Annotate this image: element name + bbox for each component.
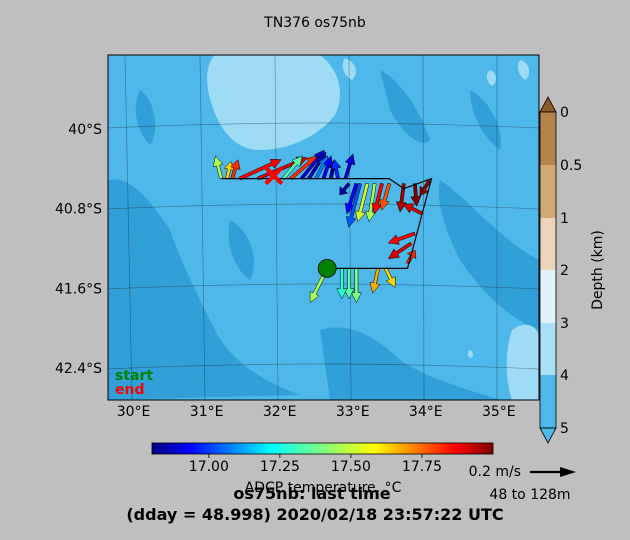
track-markers bbox=[264, 166, 337, 278]
x-tick-label: 30°E bbox=[117, 404, 151, 420]
velocity-vector bbox=[238, 158, 282, 181]
velocity-vector bbox=[314, 155, 328, 180]
y-tick-label: 42.4°S bbox=[55, 361, 102, 377]
depth-band bbox=[540, 323, 556, 375]
depth-tick-label: 1 bbox=[560, 211, 569, 227]
depth-tick-label: 4 bbox=[560, 368, 569, 384]
deep-region bbox=[438, 180, 539, 330]
deep-region bbox=[470, 90, 501, 150]
temperature-tick-label: 17.25 bbox=[260, 459, 300, 475]
deep-region bbox=[108, 179, 300, 400]
ship-track bbox=[221, 177, 433, 269]
footer-line-2: (dday = 48.998) 2020/02/18 23:57:22 UTC bbox=[126, 505, 503, 524]
velocity-vector bbox=[330, 159, 342, 180]
y-tick-label: 40.8°S bbox=[55, 202, 102, 218]
depth-band bbox=[540, 112, 556, 165]
depth-tick-label: 5 bbox=[560, 421, 569, 437]
depth-band bbox=[540, 375, 556, 428]
temperature-tick-label: 17.75 bbox=[402, 459, 442, 475]
shallow-region bbox=[342, 58, 356, 80]
depth-band bbox=[540, 270, 556, 323]
shallow-region bbox=[486, 70, 496, 86]
velocity-vector bbox=[365, 183, 377, 223]
chart-title: TN376 os75nb bbox=[263, 15, 366, 31]
depth-bar-bottom-arrow bbox=[539, 427, 557, 444]
depth-tick-label: 0 bbox=[560, 105, 569, 121]
deep-region bbox=[135, 90, 156, 145]
velocity-vector bbox=[281, 155, 303, 181]
shallow-region bbox=[207, 55, 340, 150]
velocity-vector bbox=[387, 241, 413, 260]
start-marker bbox=[317, 258, 337, 278]
depth-tick-label: 3 bbox=[560, 316, 569, 332]
map-frame bbox=[107, 54, 540, 401]
shallow-region bbox=[467, 350, 473, 358]
velocity-vector bbox=[383, 267, 396, 288]
depth-band bbox=[540, 218, 556, 270]
temperature-bar-ticks: 17.00 17.25 17.50 17.75 bbox=[189, 454, 442, 475]
velocity-vector bbox=[350, 268, 362, 304]
temperature-tick-label: 17.50 bbox=[331, 459, 371, 475]
velocity-vector bbox=[343, 153, 356, 180]
velocity-vector bbox=[410, 183, 422, 207]
shallow-region bbox=[517, 60, 530, 80]
y-tick-label: 40°S bbox=[68, 122, 102, 138]
depth-bar-top-arrow bbox=[539, 96, 557, 113]
depth-tick-label: 0.5 bbox=[560, 158, 582, 174]
bathymetry-map bbox=[108, 55, 539, 400]
temperature-bar bbox=[151, 442, 494, 455]
velocity-vector bbox=[379, 182, 392, 211]
scale-arrow-group: 0.2 m/s 48 to 128m bbox=[469, 464, 576, 503]
legend-start: start bbox=[115, 368, 153, 384]
x-tick-label: 33°E bbox=[336, 404, 370, 420]
velocity-vector bbox=[336, 268, 348, 300]
velocity-vector bbox=[387, 231, 416, 245]
temperature-bar-label: ADCP temperature, °C bbox=[245, 480, 402, 496]
scale-range: 48 to 128m bbox=[489, 487, 570, 503]
x-tick-label: 35°E bbox=[482, 404, 516, 420]
graticule bbox=[108, 55, 539, 400]
velocity-vector bbox=[344, 182, 359, 215]
legend-end: end bbox=[115, 382, 144, 398]
deep-region bbox=[320, 327, 500, 400]
x-axis-ticks: 30°E 31°E 32°E 33°E 34°E 35°E bbox=[117, 404, 516, 420]
velocity-vector bbox=[345, 182, 362, 228]
depth-tick-label: 2 bbox=[560, 263, 569, 279]
velocity-vector bbox=[230, 159, 241, 180]
y-tick-label: 41.6°S bbox=[55, 281, 102, 297]
y-axis-ticks: 40°S 40.8°S 41.6°S 42.4°S bbox=[55, 122, 102, 377]
depth-band bbox=[540, 165, 556, 218]
velocity-vector bbox=[369, 267, 381, 294]
scale-label: 0.2 m/s bbox=[469, 464, 521, 480]
scale-arrow-head bbox=[560, 467, 576, 477]
velocity-vectors bbox=[212, 149, 432, 304]
x-tick-label: 31°E bbox=[190, 404, 224, 420]
deep-region bbox=[380, 70, 430, 143]
deep-region bbox=[228, 220, 254, 280]
velocity-vector bbox=[212, 155, 224, 180]
depth-colorbar: 0 0.5 1 2 3 4 5 Depth (km) bbox=[539, 96, 606, 444]
x-tick-label: 34°E bbox=[409, 404, 443, 420]
depth-bar-frame bbox=[539, 111, 557, 429]
end-marker bbox=[264, 166, 284, 186]
depth-bar-label: Depth (km) bbox=[590, 230, 606, 310]
temperature-colorbar: 17.00 17.25 17.50 17.75 ADCP temperature, °… bbox=[151, 442, 494, 496]
velocity-vector bbox=[355, 182, 370, 223]
velocity-vector bbox=[402, 203, 424, 216]
footer-line-1: os75nb: last time bbox=[233, 484, 390, 503]
temperature-tick-label: 17.00 bbox=[189, 459, 229, 475]
depth-bar-ticks: 0 0.5 1 2 3 4 5 bbox=[560, 105, 582, 437]
x-tick-label: 32°E bbox=[263, 404, 297, 420]
shallow-region bbox=[506, 324, 539, 400]
velocity-vector bbox=[339, 182, 351, 196]
velocity-vector bbox=[371, 182, 384, 215]
